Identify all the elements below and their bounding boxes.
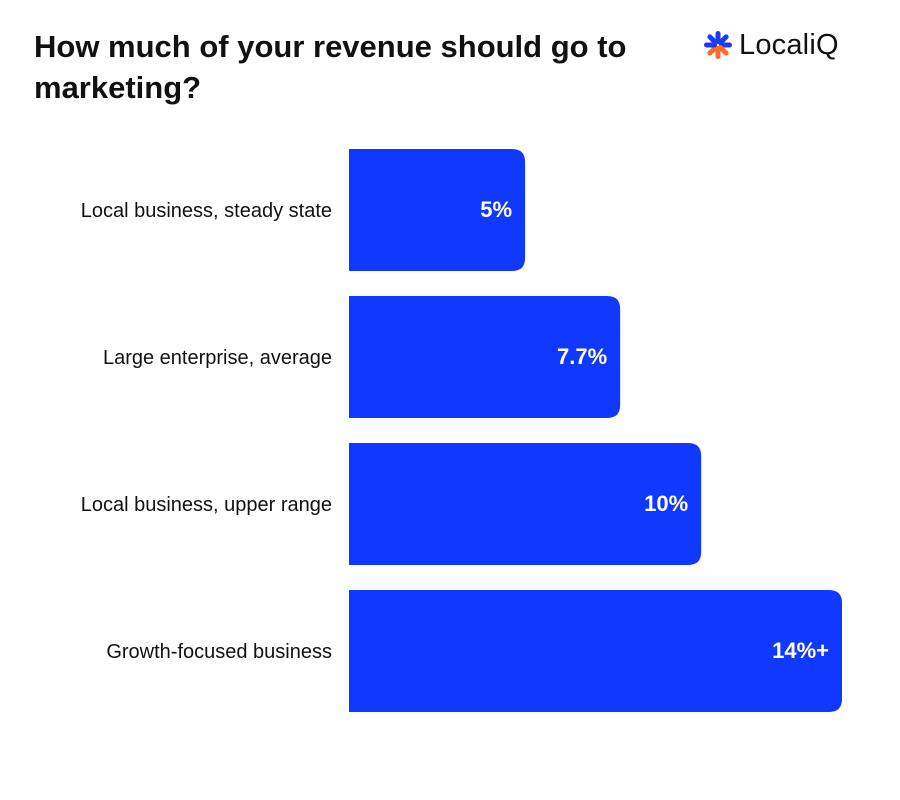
logo-arm <box>707 34 719 46</box>
brand-logo: LocaliQ <box>703 28 839 62</box>
bar <box>349 443 702 565</box>
logo-arm <box>717 44 729 56</box>
logo-arm <box>717 34 729 46</box>
category-label: Growth-focused business <box>106 641 332 663</box>
category-label: Local business, steady state <box>81 200 332 222</box>
value-label: 10% <box>644 491 688 516</box>
bar <box>349 149 526 271</box>
category-label: Local business, upper range <box>81 494 332 516</box>
value-label: 7.7% <box>557 344 607 369</box>
bar <box>349 296 621 418</box>
logo-text: LocaliQ <box>739 28 839 61</box>
category-label: Large enterprise, average <box>103 347 332 369</box>
chart-title: How much of your revenue should go to ma… <box>34 29 627 105</box>
bar <box>349 590 842 712</box>
value-label: 5% <box>480 197 512 222</box>
asterisk-logo-icon <box>704 31 732 59</box>
value-label: 14%+ <box>772 638 829 663</box>
logo-arm <box>707 44 719 56</box>
